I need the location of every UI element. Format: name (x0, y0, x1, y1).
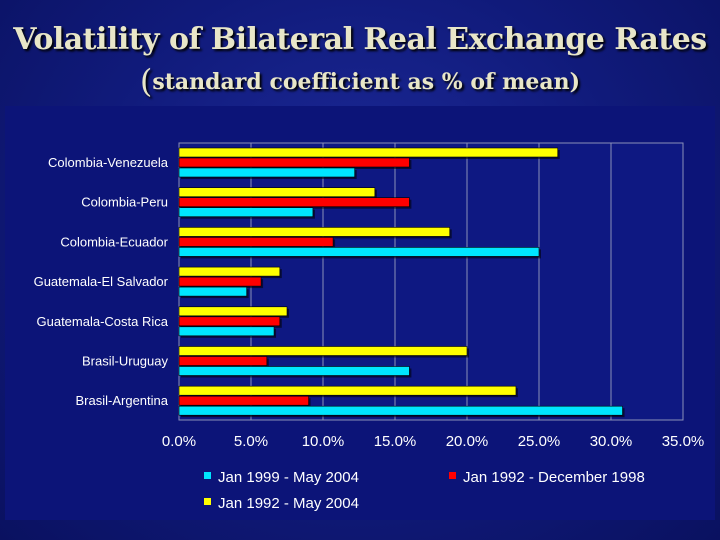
bar (178, 286, 247, 297)
bar (178, 405, 623, 416)
x-tick-label: 35.0% (662, 433, 705, 450)
category-label: Brasil-Argentina (76, 393, 169, 408)
bar (178, 346, 468, 356)
bar (178, 207, 314, 217)
bar (178, 247, 540, 257)
category-label: Colombia-Venezuela (48, 155, 169, 170)
category-labels: Colombia-Venezuela Colombia-Peru Colombia-… (34, 155, 169, 408)
legend-swatch (204, 498, 211, 505)
subtitle-text: standard coefficient as % of mean) (152, 69, 581, 95)
x-tick-label: 30.0% (590, 433, 633, 450)
bar (178, 157, 410, 168)
category-label: Guatemala-El Salvador (34, 274, 169, 289)
category-label: Brasil-Uruguay (82, 354, 168, 369)
bar (178, 356, 268, 366)
bar (178, 385, 517, 396)
x-tick-label: 15.0% (374, 433, 417, 450)
subtitle-open-paren: ( (139, 62, 153, 100)
bar (178, 266, 281, 277)
bar (178, 316, 281, 327)
legend-swatch (204, 472, 211, 479)
bar (178, 276, 262, 287)
bar (178, 395, 309, 406)
category-label: Guatemala-Costa Rica (37, 314, 169, 329)
bar (178, 366, 410, 376)
legend-entry: Jan 1992 - December 1998 (463, 469, 645, 486)
slide-title: Volatility of Bilateral Real Exchange Ra… (13, 22, 707, 57)
x-tick-label: 20.0% (446, 433, 489, 450)
bar (178, 187, 376, 197)
x-tick-label: 5.0% (234, 433, 268, 450)
x-tick-labels: 0.0% 5.0% 10.0% 15.0% 20.0% 25.0% 30.0% 35.0% (162, 433, 704, 450)
bar (178, 167, 355, 178)
bar (178, 227, 451, 237)
x-tick-label: 0.0% (162, 433, 196, 450)
x-tick-label: 25.0% (518, 433, 561, 450)
bar (178, 237, 334, 247)
legend-entry: Jan 1999 - May 2004 (218, 469, 359, 486)
category-label: Colombia-Ecuador (60, 234, 168, 249)
bar (178, 197, 410, 207)
bar (178, 147, 559, 158)
bar (178, 306, 288, 317)
category-label: Colombia-Peru (81, 195, 168, 210)
slide-subtitle: (standard coefficient as % of mean) (0, 62, 720, 100)
bars (178, 147, 625, 418)
legend: Jan 1999 - May 2004 Jan 1992 - December 1… (204, 469, 645, 512)
bar (178, 326, 275, 337)
legend-entry: Jan 1992 - May 2004 (218, 495, 359, 512)
legend-swatch (449, 472, 456, 479)
x-tick-label: 10.0% (302, 433, 345, 450)
